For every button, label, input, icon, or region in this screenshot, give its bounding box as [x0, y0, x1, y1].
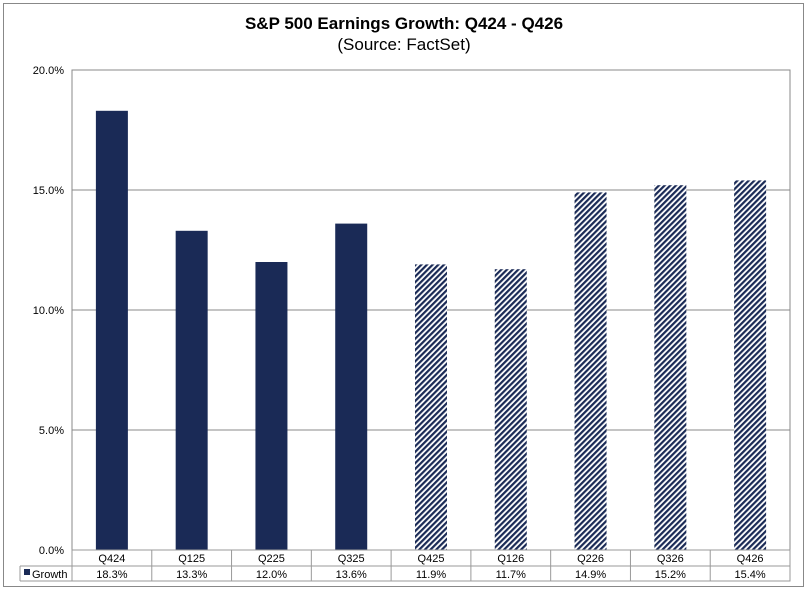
bar	[415, 264, 447, 550]
data-label: 15.2%	[655, 569, 686, 581]
chart-title: S&P 500 Earnings Growth: Q424 - Q426	[244, 14, 564, 33]
bar	[734, 180, 767, 550]
x-tick-label: Q126	[497, 553, 524, 565]
bar	[494, 269, 527, 550]
y-tick-label: 0.0%	[39, 545, 64, 557]
data-label: 13.6%	[336, 569, 367, 581]
data-label: 18.3%	[96, 569, 127, 581]
data-label: 11.7%	[496, 569, 527, 581]
legend-label: Growth	[32, 569, 67, 581]
chart-subtitle: (Source: FactSet)	[337, 35, 471, 54]
x-tick-label: Q326	[657, 553, 684, 565]
x-tick-label: Q226	[577, 553, 604, 565]
y-tick-label: 20.0%	[33, 65, 64, 77]
x-tick-label: Q325	[338, 553, 365, 565]
data-label: 13.3%	[176, 569, 207, 581]
bar	[335, 223, 368, 550]
data-label: 12.0%	[256, 569, 287, 581]
bar	[654, 185, 687, 550]
data-label: 15.4%	[735, 569, 766, 581]
bar	[95, 110, 128, 551]
bar	[255, 262, 288, 550]
x-tick-label: Q125	[178, 553, 205, 565]
x-tick-label: Q225	[258, 553, 285, 565]
x-tick-label: Q425	[418, 553, 445, 565]
y-tick-label: 5.0%	[39, 425, 64, 437]
legend-marker	[24, 569, 30, 575]
y-tick-label: 15.0%	[33, 185, 64, 197]
bar	[175, 230, 208, 551]
chart-frame	[3, 3, 804, 587]
bar	[574, 192, 607, 550]
x-tick-label: Q426	[737, 553, 764, 565]
x-tick-label: Q424	[98, 553, 125, 565]
data-label: 11.9%	[416, 569, 447, 581]
y-tick-label: 10.0%	[33, 305, 64, 317]
data-label: 14.9%	[575, 569, 606, 581]
